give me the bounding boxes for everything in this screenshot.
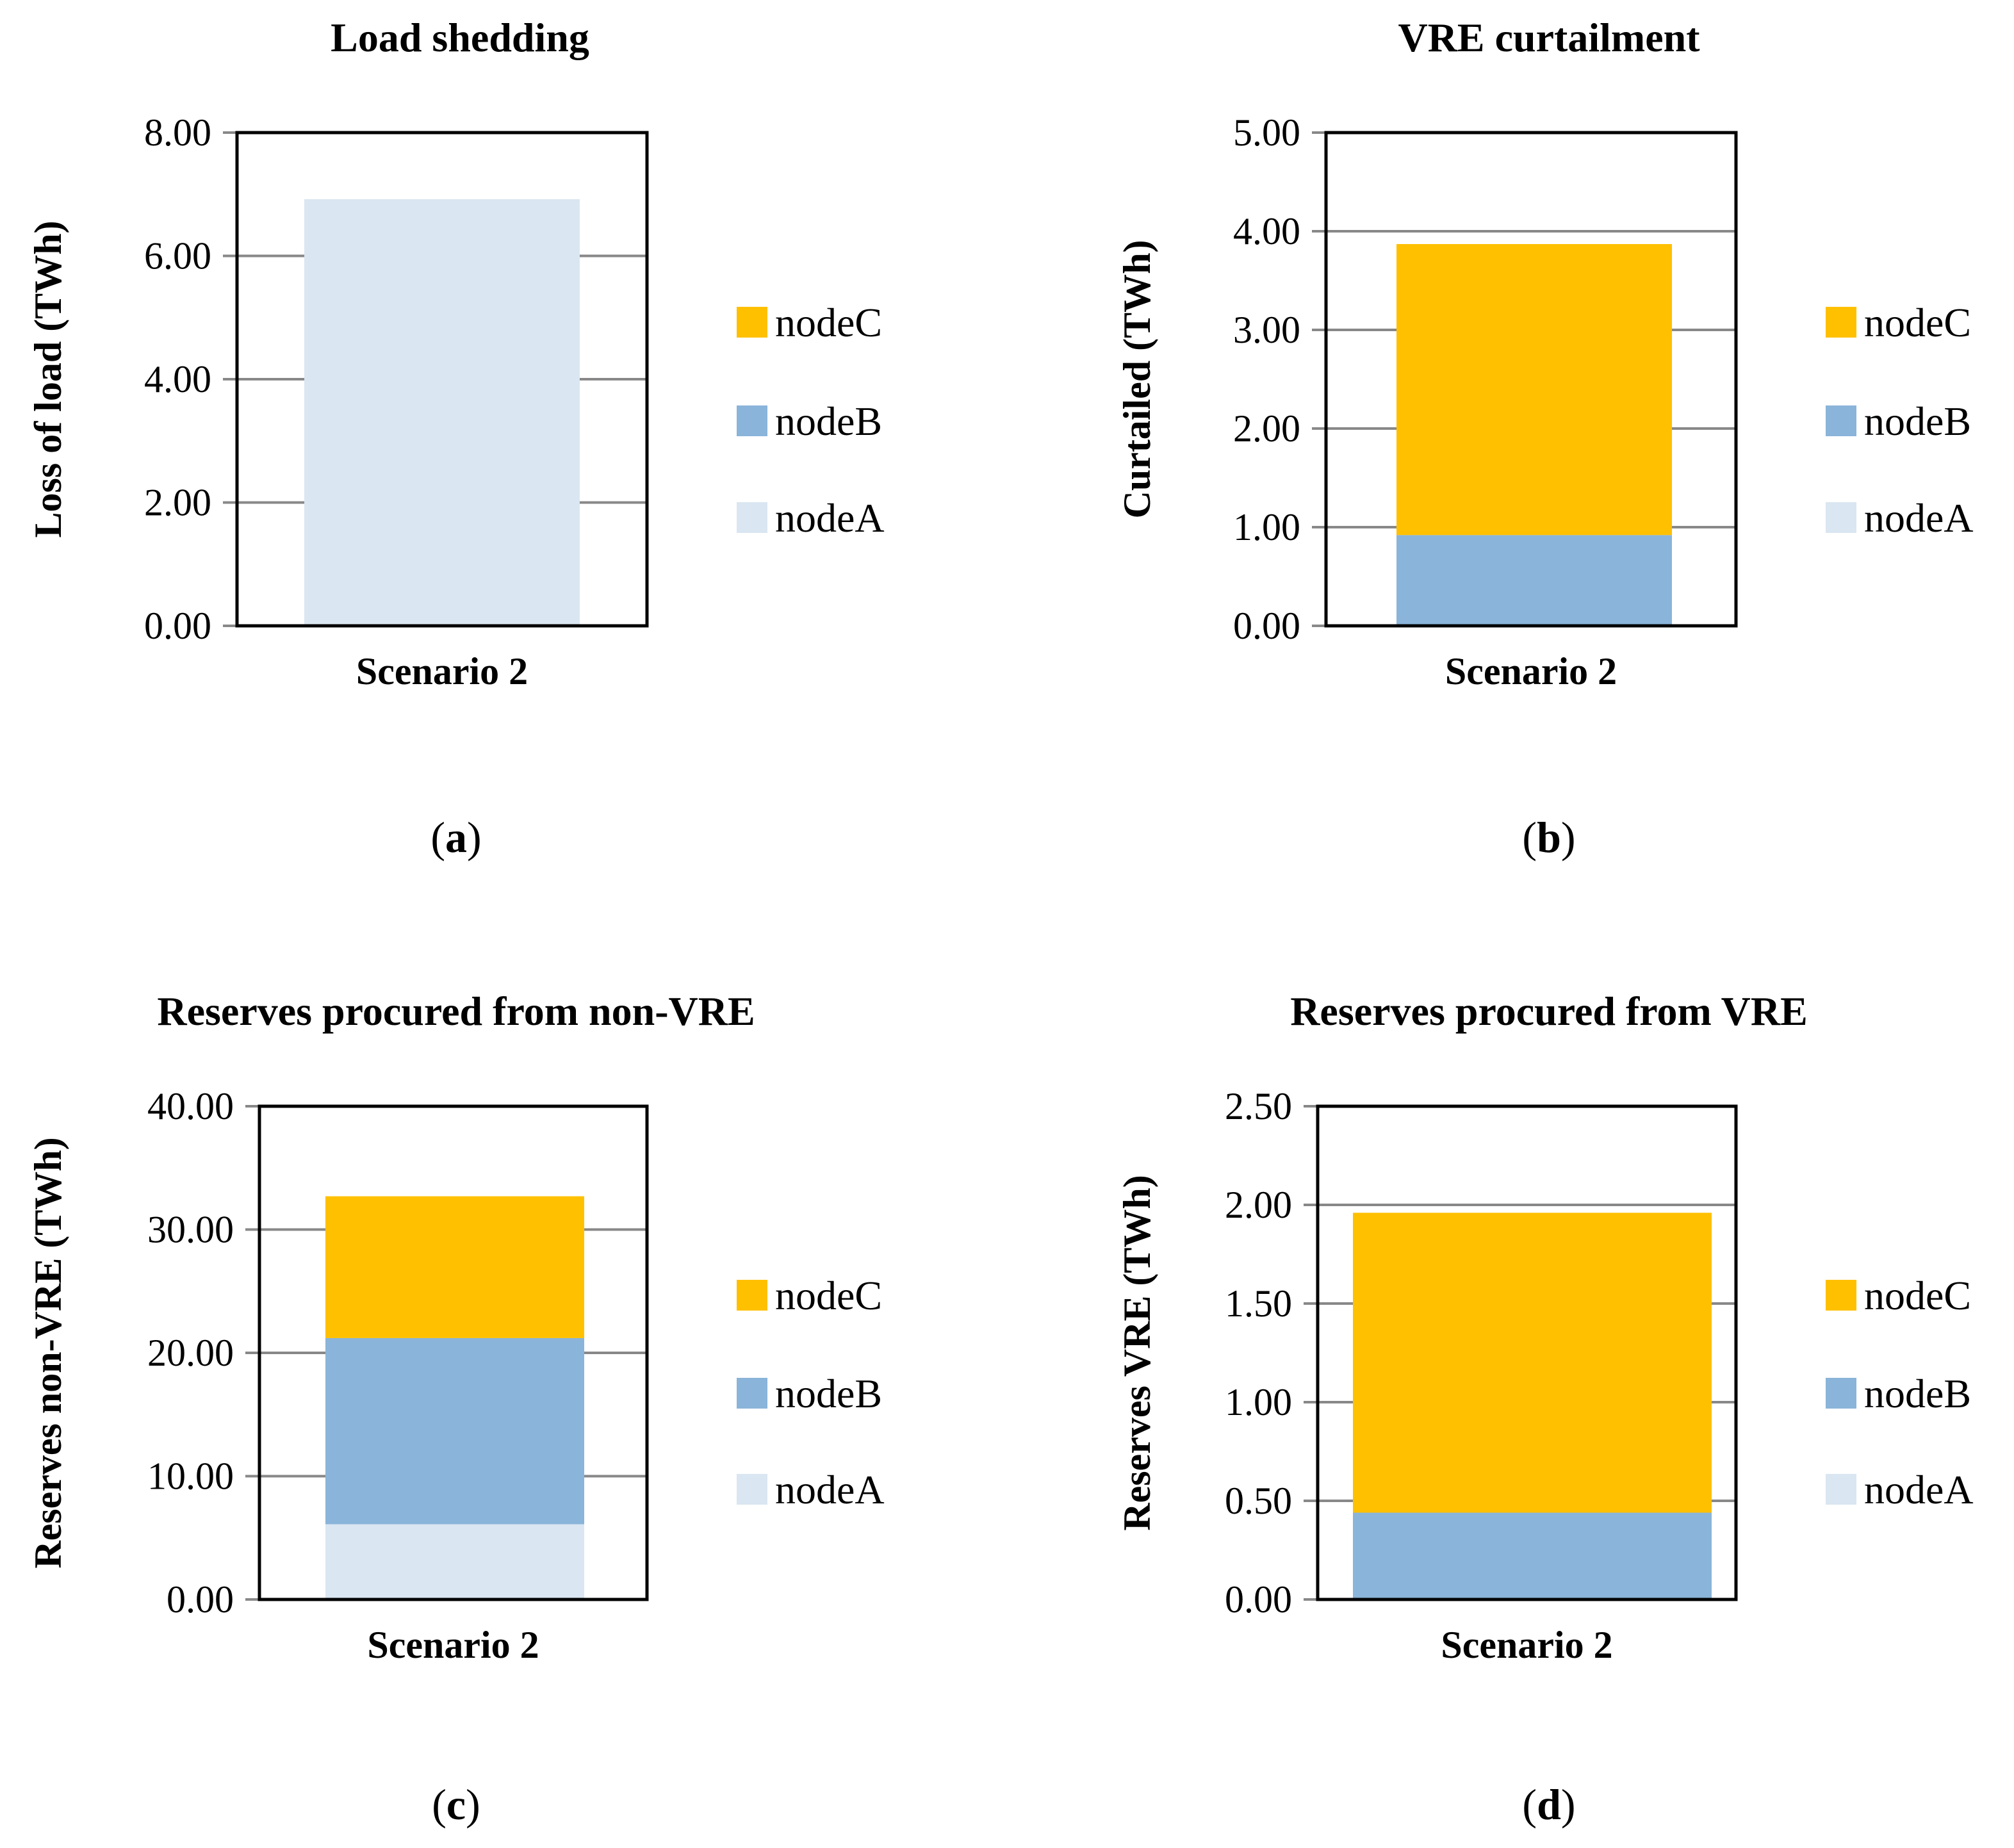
- bar-segment-nodeA: [325, 1524, 584, 1599]
- y-tick-label: 10.00: [147, 1455, 234, 1498]
- legend-label-nodeA: nodeA: [1864, 495, 1974, 541]
- y-axis-label: Reserves VRE (TWh): [1116, 1175, 1158, 1531]
- y-tick-label: 2.00: [144, 482, 211, 524]
- legend-swatch-nodeB: [737, 1378, 767, 1409]
- bar-segment-nodeC: [1396, 244, 1672, 536]
- y-tick-label: 1.00: [1225, 1381, 1292, 1423]
- chart-title: VRE curtailment: [1398, 15, 1700, 60]
- legend-swatch-nodeC: [1826, 1280, 1856, 1311]
- x-category-label: Scenario 2: [367, 1624, 539, 1666]
- bar-segment-nodeC: [1353, 1213, 1712, 1513]
- y-tick-label: 20.00: [147, 1332, 234, 1374]
- y-tick-label: 4.00: [1233, 210, 1300, 252]
- y-tick-label: 2.00: [1233, 407, 1300, 450]
- plot-frame: [258, 1104, 649, 1601]
- legend-label-nodeA: nodeA: [775, 1467, 885, 1512]
- legend-swatch-nodeB: [737, 405, 767, 436]
- y-tick-label: 3.00: [1233, 309, 1300, 351]
- panel-letter: d: [1537, 1780, 1561, 1829]
- y-tick-label: 1.00: [1233, 506, 1300, 548]
- legend-label-nodeC: nodeC: [775, 300, 882, 345]
- y-axis-label: Loss of load (TWh): [27, 220, 69, 537]
- legend-swatch-nodeA: [1826, 502, 1856, 533]
- y-tick-label: 0.00: [167, 1578, 234, 1621]
- legend-label-nodeB: nodeB: [775, 398, 882, 444]
- x-category-label: Scenario 2: [356, 650, 528, 692]
- panel-letter: b: [1537, 813, 1561, 862]
- chart-panel-a: Load shedding 0.00 2.00 4.00 6.00 8.00 Scenari…: [27, 15, 885, 862]
- legend-label-nodeC: nodeC: [775, 1273, 882, 1318]
- y-tick-label: 30.00: [147, 1209, 234, 1251]
- legend-swatch-nodeC: [737, 1280, 767, 1311]
- panel-letter: c: [446, 1780, 466, 1829]
- legend-label-nodeA: nodeA: [775, 495, 885, 541]
- y-tick-label: 0.00: [1233, 605, 1300, 647]
- y-tick-label: 8.00: [144, 111, 211, 154]
- chart-title: Reserves procured from non-VRE: [157, 988, 755, 1034]
- bar-segment-nodeB: [1353, 1512, 1712, 1599]
- y-tick-label: 6.00: [144, 235, 211, 277]
- bar-segment-nodeC: [325, 1196, 584, 1338]
- panel-label: (d): [1522, 1780, 1575, 1829]
- panel-label: (a): [430, 813, 481, 862]
- y-axis-label: Reserves non-VRE (TWh): [27, 1137, 69, 1568]
- chart-panel-c: Reserves procured from non-VRE 0.00 10.00 2…: [27, 988, 885, 1829]
- legend-swatch-nodeB: [1826, 1378, 1856, 1409]
- legend-label-nodeB: nodeB: [1864, 1371, 1971, 1416]
- legend-swatch-nodeC: [737, 307, 767, 338]
- y-tick-label: 5.00: [1233, 111, 1300, 154]
- bar-segment-nodeA: [304, 199, 580, 626]
- legend-swatch-nodeC: [1826, 307, 1856, 338]
- plot-frame: [1324, 131, 1738, 628]
- chart-panel-d: Reserves procured from VRE 0.00 0.50 1.00 1.…: [1116, 988, 1974, 1829]
- x-category-label: Scenario 2: [1441, 1624, 1612, 1666]
- legend-swatch-nodeA: [737, 502, 767, 533]
- legend-label-nodeC: nodeC: [1864, 300, 1971, 345]
- y-tick-label: 40.00: [147, 1085, 234, 1127]
- legend-swatch-nodeB: [1826, 405, 1856, 436]
- plot-frame: [1316, 1104, 1738, 1601]
- legend-swatch-nodeA: [737, 1474, 767, 1505]
- y-tick-label: 2.00: [1225, 1184, 1292, 1226]
- y-tick-label: 0.00: [1225, 1578, 1292, 1621]
- y-tick-label: 0.50: [1225, 1480, 1292, 1522]
- bar-segment-nodeB: [1396, 535, 1672, 626]
- panel-letter: a: [445, 813, 467, 862]
- y-tick-label: 4.00: [144, 358, 211, 400]
- legend-swatch-nodeA: [1826, 1474, 1856, 1505]
- legend-label-nodeA: nodeA: [1864, 1467, 1974, 1512]
- panel-label: (c): [432, 1780, 480, 1829]
- legend-label-nodeB: nodeB: [775, 1371, 882, 1416]
- bar-segment-nodeB: [325, 1337, 584, 1525]
- chart-panel-b: VRE curtailment 0.00 1.00 2.00 3.00 4.00 5.00 S…: [1116, 15, 1974, 862]
- plot-frame: [235, 131, 649, 628]
- chart-title: Reserves procured from VRE: [1290, 988, 1808, 1034]
- chart-title: Load shedding: [331, 15, 589, 60]
- panel-label: (b): [1522, 813, 1575, 862]
- x-category-label: Scenario 2: [1445, 650, 1617, 692]
- y-axis-label: Curtailed (TWh): [1116, 240, 1158, 519]
- y-tick-label: 0.00: [144, 605, 211, 647]
- y-tick-label: 2.50: [1225, 1085, 1292, 1127]
- legend-label-nodeC: nodeC: [1864, 1273, 1971, 1318]
- legend-label-nodeB: nodeB: [1864, 398, 1971, 444]
- y-tick-label: 1.50: [1225, 1282, 1292, 1325]
